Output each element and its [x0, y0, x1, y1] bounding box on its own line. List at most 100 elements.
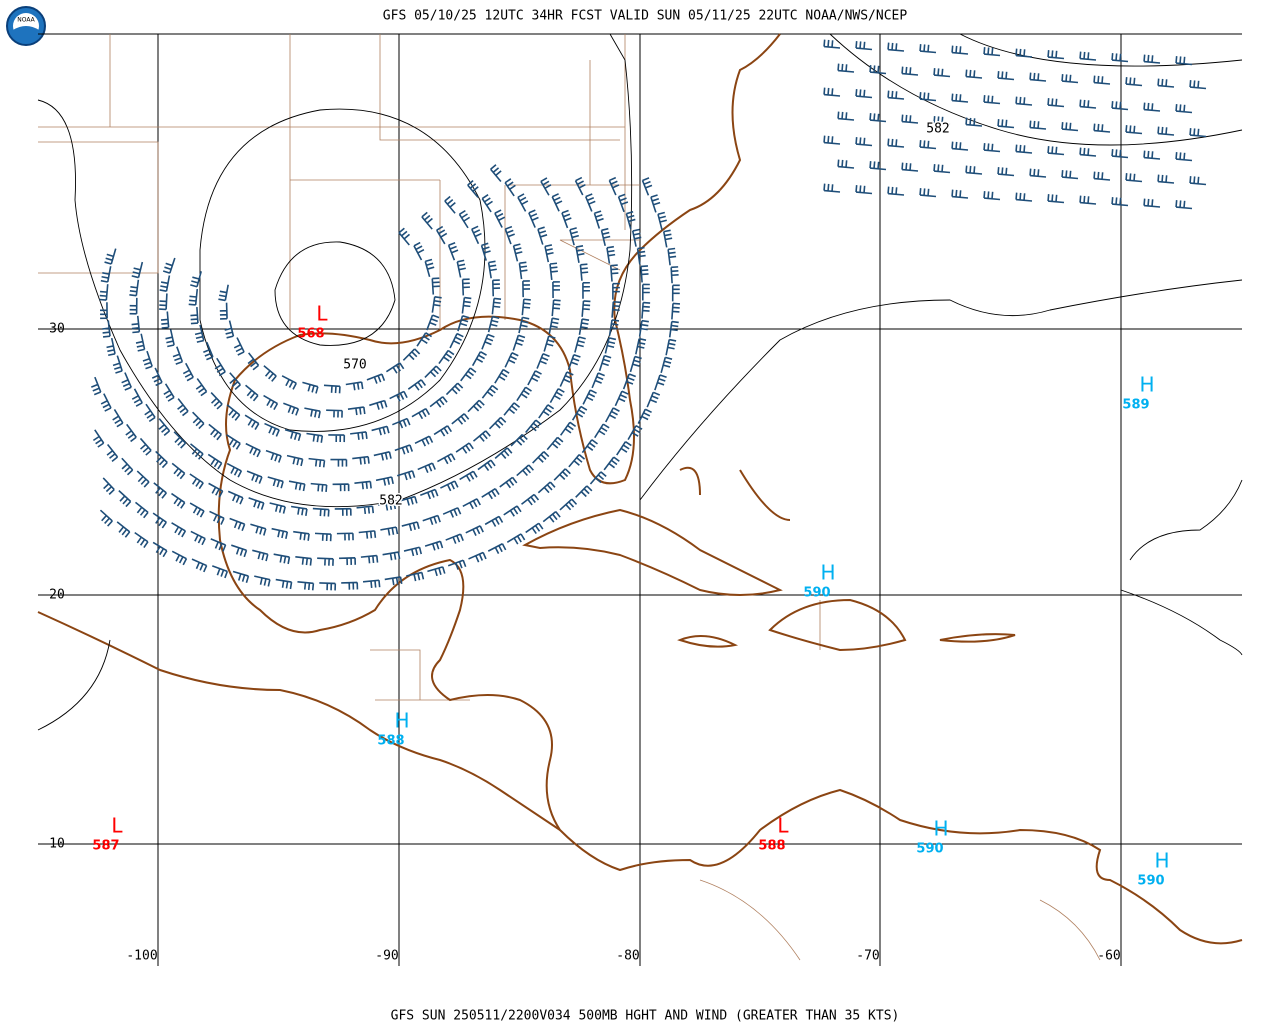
- wind-barb: [341, 581, 359, 590]
- wind-barb: [581, 439, 598, 454]
- lon-label: -100: [126, 949, 157, 964]
- center-symbol: H: [394, 709, 409, 733]
- wind-barb: [837, 63, 855, 73]
- wind-barb: [919, 44, 937, 54]
- wind-barb: [612, 282, 620, 300]
- wind-barb: [855, 89, 873, 99]
- wind-barb: [233, 337, 245, 356]
- wind-barb: [668, 320, 679, 338]
- contour-label: 582: [926, 122, 949, 137]
- wind-barb: [1175, 200, 1193, 210]
- wind-barb: [662, 229, 673, 248]
- wind-barb: [424, 540, 444, 551]
- wind-barb: [571, 405, 588, 421]
- wind-barb: [608, 319, 620, 336]
- wind-barb: [1125, 125, 1143, 135]
- wind-barb: [1157, 174, 1175, 184]
- lon-labels: -100 -90 -80 -70 -60: [126, 949, 1120, 964]
- wind-barb: [188, 288, 199, 306]
- wind-barb: [660, 356, 673, 374]
- wind-barb: [638, 319, 649, 337]
- wind-barb: [983, 47, 1001, 57]
- wind-barb: [263, 394, 279, 410]
- wind-barb: [424, 258, 435, 277]
- wind-barb: [901, 162, 919, 172]
- wind-barb: [447, 559, 467, 570]
- wind-barb: [488, 416, 507, 430]
- lat-labels: 30 20 10: [49, 322, 65, 852]
- wind-barb: [1047, 50, 1065, 60]
- wind-barb: [1047, 98, 1065, 108]
- wind-barb: [487, 315, 500, 333]
- wind-barb: [112, 355, 123, 374]
- wind-barb: [546, 436, 564, 451]
- wind-barb: [1079, 147, 1097, 157]
- center-value: 568: [297, 327, 324, 342]
- wind-barb: [153, 482, 167, 499]
- wind-barb: [1175, 104, 1193, 114]
- wind-barb: [457, 315, 470, 332]
- wind-barb: [542, 511, 561, 523]
- wind-barb: [670, 266, 679, 284]
- wind-barb: [284, 428, 302, 442]
- wind-barb: [203, 341, 214, 361]
- wind-barb: [1079, 51, 1097, 61]
- lon-label: -90: [375, 949, 398, 964]
- wind-barb: [951, 93, 969, 103]
- wind-barb: [369, 399, 388, 410]
- wind-barb: [207, 453, 223, 470]
- wind-barb: [102, 477, 115, 495]
- wind-barb: [606, 245, 616, 264]
- wind-barb: [129, 279, 140, 297]
- wind-barb: [1079, 99, 1097, 109]
- wind-barb: [671, 284, 680, 302]
- wind-barb: [229, 372, 241, 390]
- wind-barb: [603, 456, 620, 471]
- wind-barb: [887, 186, 905, 196]
- wind-barb: [855, 137, 873, 147]
- wind-barb: [380, 526, 399, 536]
- wind-barb: [190, 271, 202, 288]
- wind-barb: [334, 507, 352, 516]
- wind-barb: [1061, 170, 1079, 180]
- wind-barb: [308, 457, 326, 468]
- wind-barb: [131, 388, 143, 407]
- wind-barb: [398, 227, 411, 246]
- wind-barb: [356, 505, 375, 515]
- wind-barb: [965, 69, 983, 79]
- wind-barb: [575, 485, 593, 498]
- wind-barb: [347, 406, 366, 416]
- wind-barb: [1061, 74, 1079, 84]
- wind-barb: [1111, 197, 1129, 207]
- wind-barb: [264, 422, 280, 437]
- wind-barb: [102, 320, 111, 338]
- wind-barb: [459, 470, 478, 482]
- wind-barb: [437, 453, 456, 465]
- wind-barb: [295, 556, 313, 566]
- wind-barb: [1111, 101, 1129, 111]
- wind-barb: [491, 297, 502, 315]
- wind-barb: [491, 279, 501, 297]
- wind-barb: [195, 378, 208, 397]
- wind-barb: [640, 265, 649, 283]
- wind-barb: [467, 399, 485, 413]
- wind-barb: [112, 409, 124, 428]
- wind-barb: [263, 365, 277, 382]
- wind-barb: [650, 194, 661, 213]
- wind-barb: [933, 68, 951, 78]
- wind-barb: [288, 480, 306, 492]
- wind-barb: [532, 451, 550, 464]
- wind-barb: [219, 302, 228, 320]
- wind-barb: [252, 549, 269, 562]
- wind-barb: [823, 87, 841, 97]
- wind-barb: [528, 209, 539, 228]
- wind-barb: [192, 411, 205, 430]
- wind-barb: [522, 280, 531, 298]
- wind-barb: [362, 579, 381, 589]
- wind-barb: [191, 558, 208, 573]
- wind-barb: [1157, 126, 1175, 136]
- center-value: 589: [1122, 398, 1149, 413]
- wind-barb: [182, 362, 194, 382]
- wind-barb: [424, 365, 442, 378]
